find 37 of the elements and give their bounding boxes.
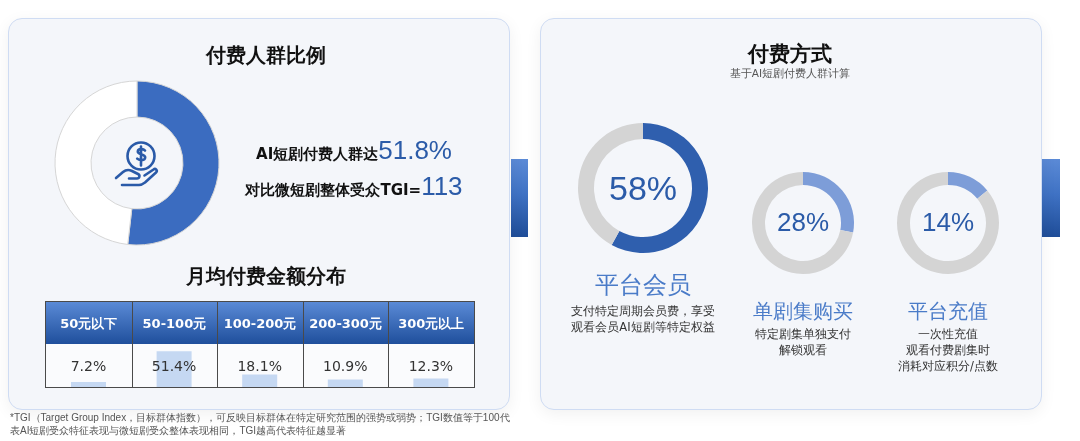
data-label: 7.2%: [70, 358, 107, 374]
text: 单剧集购买: [753, 299, 853, 323]
text: 一次性充值: [918, 327, 978, 341]
bar: [242, 374, 278, 387]
slice-label: 平台会员: [595, 271, 691, 299]
data-label: 12.3%: [408, 358, 454, 374]
text: 观看付费剧集时: [906, 343, 990, 357]
text: 付费方式: [748, 42, 832, 66]
donut-slice: [611, 123, 708, 253]
text: 基于AI短剧付费人群计算: [729, 67, 851, 79]
data-label: 51.4%: [151, 358, 197, 374]
donut-slice: [948, 172, 988, 199]
bar: [71, 381, 106, 387]
x-tick-label: 300元以上: [398, 315, 465, 331]
slice-label: AI短剧付费人群达: [256, 145, 379, 163]
data-label: 10.9%: [323, 358, 368, 374]
x-tick-label: 200-300元: [309, 315, 382, 331]
donut-slice: [897, 172, 999, 274]
data-label: 51.8%: [378, 135, 452, 165]
text: 对比微短剧整体受众TGI=113: [245, 171, 463, 201]
text: 支付特定周期会员费，享受观看会员AI短剧等特定权益: [571, 304, 715, 334]
data-label: 28%: [776, 207, 830, 238]
x-tick-label: 50元以下: [60, 315, 118, 331]
bar: [413, 378, 449, 387]
bar: [327, 379, 363, 387]
x-tick-label: 50-100元: [142, 315, 207, 331]
data-label: 18.1%: [237, 358, 282, 374]
text: 平台充值: [908, 299, 988, 323]
text: 特定剧集单独支付解锁观看: [755, 327, 851, 357]
data-label: 14%: [921, 207, 975, 238]
data-label: 58%: [608, 168, 678, 207]
chart-title: 月均付费金额分布: [186, 264, 346, 288]
text: 消耗对应积分/点数: [898, 359, 998, 373]
x-tick-label: 100-200元: [223, 315, 297, 331]
donut-slice: [752, 172, 854, 274]
text: *TGI（Target Group Index，目标群体指数），可反映目标群体在特定研究范围的强势或弱势；TGI数值等于100代表AI短剧受众特征表现与微短剧受众整体表现相同，TGI越高代表特征越显著: [10, 412, 510, 436]
chart-title: 付费人群比例: [206, 43, 326, 67]
